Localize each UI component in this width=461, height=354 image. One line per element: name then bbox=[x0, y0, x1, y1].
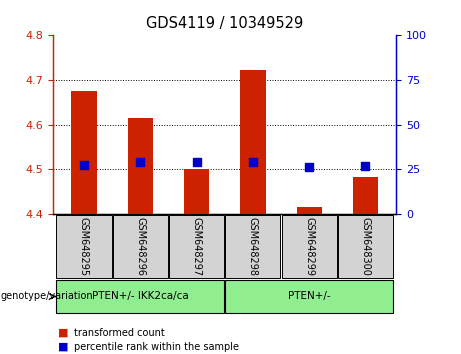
Point bbox=[80, 162, 88, 167]
Bar bbox=[225, 215, 280, 278]
Text: GSM648299: GSM648299 bbox=[304, 217, 314, 276]
Bar bbox=[225, 280, 393, 313]
Point bbox=[249, 159, 257, 165]
Text: percentile rank within the sample: percentile rank within the sample bbox=[74, 342, 239, 352]
Text: genotype/variation: genotype/variation bbox=[1, 291, 94, 302]
Bar bbox=[169, 215, 224, 278]
Bar bbox=[282, 215, 337, 278]
Text: GSM648298: GSM648298 bbox=[248, 217, 258, 276]
Point bbox=[306, 164, 313, 170]
Bar bbox=[112, 215, 168, 278]
Text: GSM648300: GSM648300 bbox=[361, 217, 371, 276]
Bar bbox=[128, 118, 153, 214]
Title: GDS4119 / 10349529: GDS4119 / 10349529 bbox=[146, 16, 303, 32]
Text: GSM648295: GSM648295 bbox=[79, 217, 89, 276]
Point bbox=[362, 164, 369, 169]
Text: ■: ■ bbox=[58, 342, 68, 352]
Text: GSM648296: GSM648296 bbox=[135, 217, 145, 276]
Bar bbox=[56, 215, 112, 278]
Text: ■: ■ bbox=[58, 328, 68, 338]
Point bbox=[136, 159, 144, 165]
Bar bbox=[184, 169, 209, 214]
Text: transformed count: transformed count bbox=[74, 328, 165, 338]
Bar bbox=[56, 280, 224, 313]
Text: PTEN+/- IKK2ca/ca: PTEN+/- IKK2ca/ca bbox=[92, 291, 189, 302]
Bar bbox=[240, 70, 266, 214]
Text: PTEN+/-: PTEN+/- bbox=[288, 291, 331, 302]
Text: GSM648297: GSM648297 bbox=[192, 217, 201, 276]
Bar bbox=[353, 177, 378, 214]
Point bbox=[193, 160, 200, 165]
Bar bbox=[71, 91, 97, 214]
Bar bbox=[338, 215, 393, 278]
Bar bbox=[296, 207, 322, 214]
